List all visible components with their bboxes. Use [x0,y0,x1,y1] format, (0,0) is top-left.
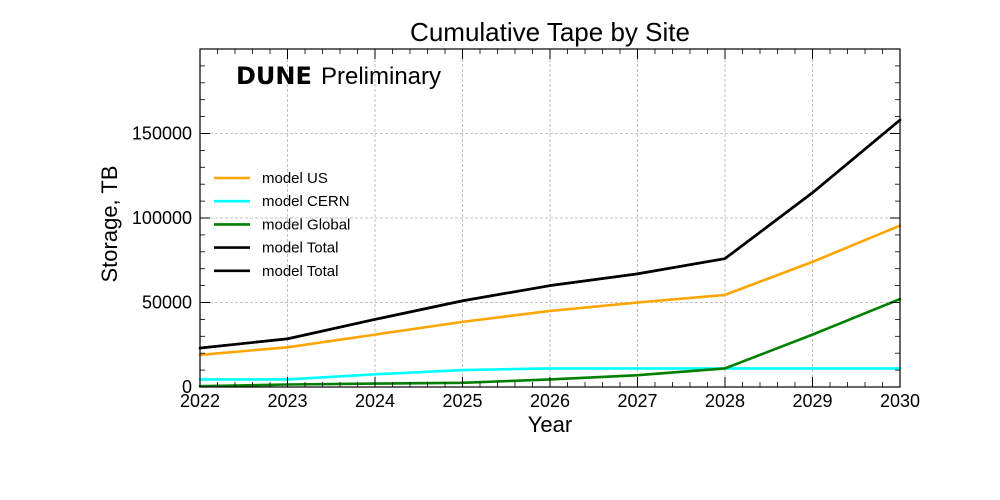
legend-label: model Total [262,240,338,257]
x-tick-label: 2026 [530,391,570,411]
legend-label: model Total [262,263,338,280]
y-tick-label: 100000 [132,208,192,228]
x-tick-label: 2025 [442,391,482,411]
legend-label: model US [262,170,328,187]
x-tick-label: 2027 [617,391,657,411]
series-line-5 [198,118,902,350]
x-tick-label: 2023 [267,391,307,411]
y-tick-label: 50000 [142,293,192,313]
y-axis-label: Storage, TB [97,166,122,283]
y-tick-label: 0 [182,377,192,397]
chart-title: Cumulative Tape by Site [410,17,690,47]
ticks [199,49,901,388]
brand-bold-text: DUNE [236,62,312,90]
x-tick-label: 2022 [180,391,220,411]
brand-mark: DUNE Preliminary [236,62,441,90]
legend-label: model CERN [262,193,350,210]
brand-rest-text: Preliminary [321,63,441,90]
series-line-1 [198,224,902,357]
legend-label: model Global [262,216,350,233]
legend: model US model CERN model Global model Tota… [214,170,350,280]
x-tick-label: 2028 [705,391,745,411]
y-tick-label: 150000 [132,124,192,144]
x-axis-label: Year [528,412,572,437]
tick-labels: 2022 2023 2024 2025 2026 2027 2028 2029 2030 0 500… [132,124,920,412]
grid [200,49,900,387]
x-tick-label: 2029 [792,391,832,411]
x-tick-label: 2024 [355,391,395,411]
x-tick-label: 2030 [880,391,920,411]
series-line-2 [198,367,902,381]
